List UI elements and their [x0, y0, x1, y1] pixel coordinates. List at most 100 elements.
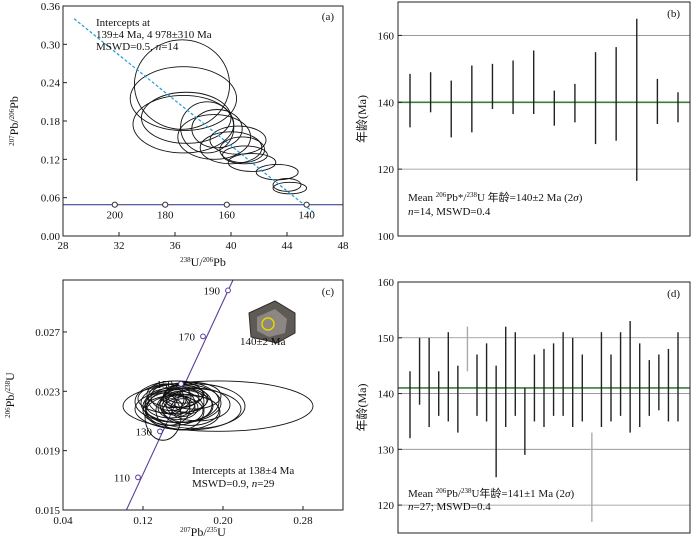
- panel-a: 200 180 160 140 28 32 36 40 44 48 0.00 0.06 0.12 0.18…: [7, 1, 349, 269]
- y-tick-label: 140: [378, 97, 395, 109]
- panel-c: 110 130 150 170 190 0.04 0.12 0.20 0.28 0.015 0.01…: [3, 279, 344, 539]
- x-tick-label: 44: [282, 240, 294, 252]
- y-tick-label: 120: [378, 500, 395, 512]
- x-axis-title: 238U/206Pb: [180, 255, 226, 269]
- error-ellipse: [144, 383, 246, 429]
- x-axis-title-part: Pb: [213, 255, 226, 269]
- y-tick-label: 160: [378, 277, 395, 289]
- y-tick-label: 0.019: [35, 446, 60, 458]
- panel-a-plot: [63, 18, 343, 215]
- error-ellipse: [199, 131, 263, 165]
- intercepts-note: 139±4 Ma, 4 978±310 Ma: [96, 29, 212, 41]
- y-axis-title-part: 238: [4, 380, 12, 391]
- x-tick-label: 48: [338, 240, 350, 252]
- y-tick-label: 0.027: [35, 327, 60, 339]
- mean-age-note-part: Pb/: [446, 488, 462, 500]
- mean-age-stats-part: n: [408, 501, 414, 513]
- panel-b: 100 120 140 160 (b) 年龄(Ma) Mean 206Pb*/238U 年龄…: [355, 1, 691, 243]
- intercepts-stats: MSWD=0.9, n=29: [192, 478, 275, 490]
- mean-age-note: Mean 206Pb*/238U 年龄=140±2 Ma (2σ): [408, 190, 583, 204]
- intercepts-note: Intercepts at: [96, 17, 150, 29]
- y-tick-label: 0.18: [41, 116, 61, 128]
- intercepts-stats-part: n: [252, 478, 258, 490]
- intercepts-note-part: =14: [161, 41, 179, 53]
- concordia-age-label: 170: [179, 331, 196, 343]
- mean-age-stats-part: =27; MSWD=0.4: [414, 501, 492, 513]
- y-axis-title: 206Pb/238U: [3, 372, 17, 418]
- x-tick-label: 0.28: [293, 515, 313, 527]
- error-ellipse: [177, 114, 252, 160]
- mean-age-stats: n=27; MSWD=0.4: [408, 501, 491, 513]
- mean-age-note-part: Pb*/: [446, 192, 467, 204]
- error-ellipse: [147, 383, 185, 414]
- y-tick-label: 0.36: [41, 1, 61, 13]
- mean-age-note-part: ): [579, 192, 583, 204]
- error-ellipse: [122, 380, 314, 432]
- panel-c-plot: [122, 280, 314, 510]
- analysis-spot-marker: [261, 317, 275, 331]
- y-axis-title-part: 206: [4, 407, 12, 418]
- error-ellipse: [165, 392, 187, 409]
- error-ellipse: [159, 393, 191, 416]
- discordia-line: [73, 18, 316, 215]
- error-ellipse: [145, 392, 191, 426]
- concordia-age-marker: [135, 474, 141, 481]
- y-tick-label: 130: [378, 444, 395, 456]
- concordia-age-label: 200: [107, 210, 124, 222]
- y-tick-label: 0.00: [41, 231, 61, 243]
- y-tick-label: 100: [378, 231, 395, 243]
- plot-frame: [62, 279, 344, 511]
- error-ellipse: [255, 163, 299, 181]
- x-tick-label: 28: [58, 240, 70, 252]
- y-axis-title-part: Pb/: [7, 119, 21, 136]
- x-axis-title-part: 207: [180, 526, 191, 534]
- panel-label: (b): [667, 8, 680, 20]
- y-tick-label: 160: [378, 30, 395, 42]
- x-tick-label: 0.12: [133, 515, 152, 527]
- x-tick-label: 0.04: [53, 515, 73, 527]
- concordia-age-label: 190: [204, 285, 221, 297]
- concordia-age-marker: [157, 428, 163, 435]
- mean-age-note-part: U年龄=141±1 Ma (2: [471, 486, 565, 500]
- y-axis-title: 207Pb/206Pb: [7, 96, 21, 146]
- mean-age-note-part: Mean: [408, 488, 436, 500]
- y-tick-label: 0.023: [35, 386, 60, 398]
- x-axis-title-part: 206: [203, 256, 214, 264]
- concordia-age-marker: [111, 201, 118, 208]
- error-ellipse: [227, 153, 277, 172]
- concordia-age-marker: [162, 201, 169, 208]
- x-axis-title-part: 235: [207, 526, 218, 534]
- mean-age-note-part: σ: [565, 488, 571, 500]
- y-tick-label: 0.015: [35, 505, 60, 517]
- plot-frame: [397, 1, 691, 237]
- y-tick-label: 0.30: [41, 39, 61, 51]
- x-axis-title-part: Pb/: [191, 525, 208, 539]
- concordia-age-label: 160: [219, 210, 236, 222]
- y-axis-title-part: U: [3, 372, 17, 381]
- y-axis-title: 年龄(Ma): [355, 384, 369, 432]
- error-ellipse: [191, 109, 243, 149]
- plot-frame: [397, 281, 691, 534]
- concordia-age-marker: [223, 201, 230, 208]
- x-axis-title: 207Pb/235U: [180, 525, 226, 539]
- concordia-curve: [125, 280, 234, 510]
- error-ellipse: [129, 66, 238, 132]
- mean-age-note-part: 238: [461, 487, 472, 495]
- error-ellipse: [222, 145, 268, 165]
- mean-age-stats-part: n: [408, 206, 414, 218]
- panel-d: 120 130 140 150 160 (d) 年龄(Ma) Mean 206Pb/238U年…: [355, 277, 691, 534]
- panel-label: (d): [667, 288, 680, 300]
- y-tick-label: 150: [378, 333, 395, 345]
- error-ellipse: [150, 383, 192, 412]
- y-axis-title-part: Pb: [7, 96, 21, 109]
- error-ellipse: [155, 390, 205, 431]
- error-ellipse: [170, 398, 196, 417]
- x-axis-title-part: U/: [191, 255, 204, 269]
- intercepts-stats-part: MSWD=0.9,: [192, 478, 252, 490]
- error-ellipse: [219, 136, 266, 163]
- error-ellipse: [140, 91, 232, 144]
- x-tick-label: 36: [170, 240, 182, 252]
- y-tick-label: 0.24: [41, 78, 61, 90]
- y-axis-title-part: 206: [8, 108, 16, 119]
